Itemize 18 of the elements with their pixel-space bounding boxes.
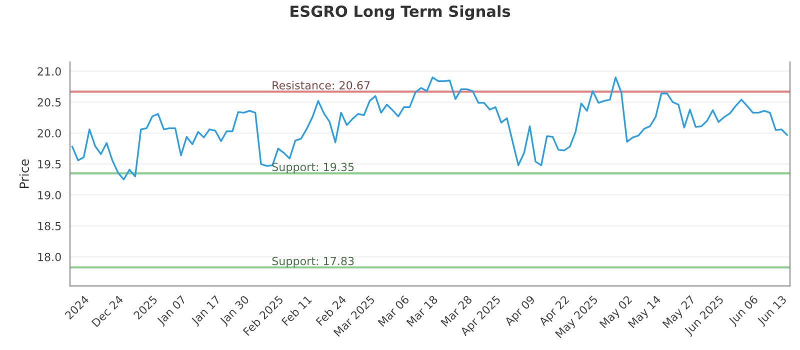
ref-line-label: Support: 19.35: [272, 162, 354, 174]
line-series: [71, 76, 788, 180]
x-tick-label: Apr 09: [504, 294, 537, 328]
x-tick-label: Jan 07: [156, 295, 188, 327]
y-tick-label: 19.0: [38, 190, 61, 200]
ref-line-label: Support: 17.83: [272, 256, 354, 268]
y-tick-label: 20.0: [38, 129, 61, 138]
ref-line-label: Resistance: 20.67: [272, 80, 370, 90]
y-tick-label: 21.0: [38, 67, 61, 76]
x-tick-label: Jan 30: [218, 294, 251, 327]
x-tick-label: Feb 11: [281, 295, 312, 326]
x-tick-label: Dec 24: [91, 294, 124, 328]
y-tick-label: 18.5: [38, 222, 61, 230]
chart-title: ESGRO Long Term Signals: [290, 5, 510, 20]
y-tick-label: 20.5: [38, 98, 61, 107]
y-axis-title: Price: [19, 159, 29, 188]
y-tick-label: 18.0: [38, 252, 61, 262]
y-tick-label: 19.5: [38, 160, 61, 168]
